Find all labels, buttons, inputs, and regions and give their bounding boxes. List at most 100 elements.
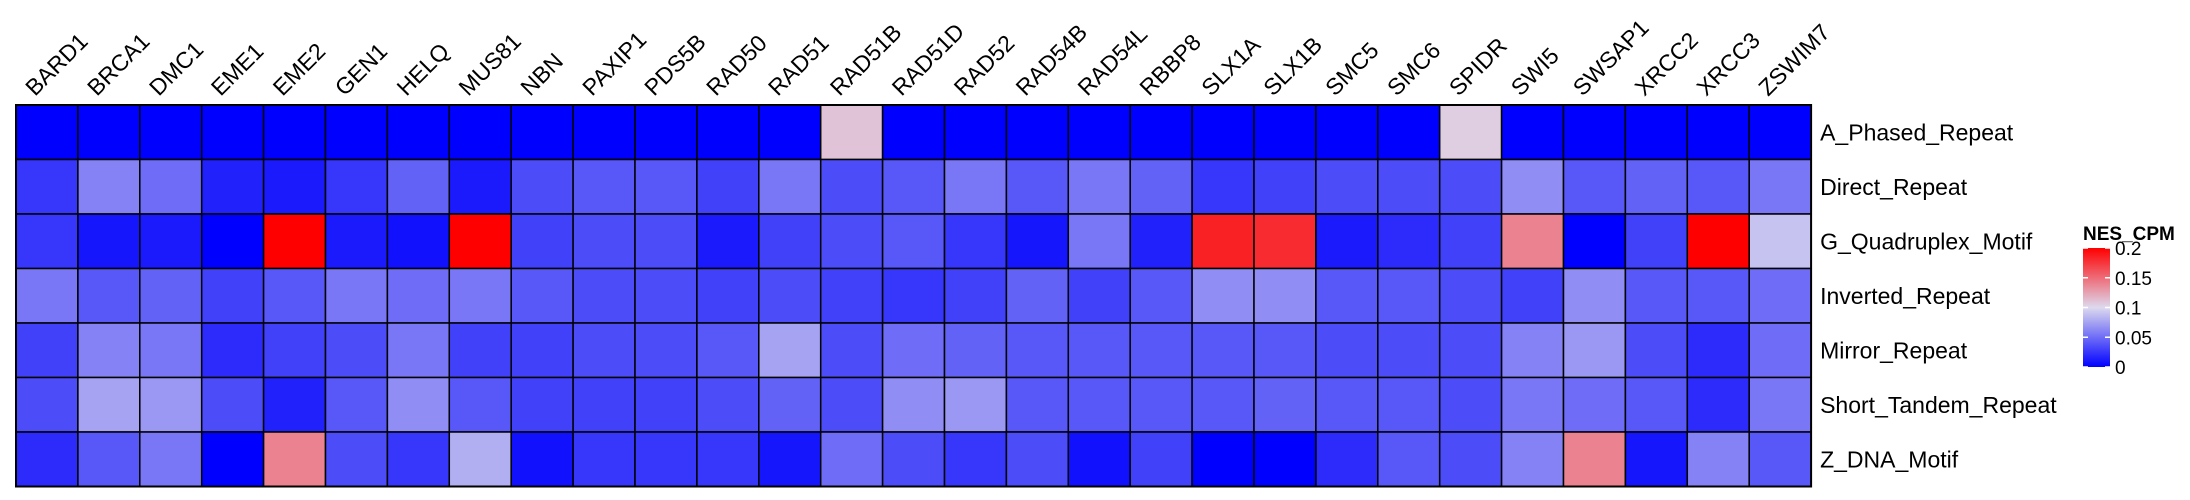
color-legend: NES_CPM 0.2 0.15 0.1 0.05 0 (2083, 224, 2175, 379)
heatmap-cell (139, 267, 203, 324)
heatmap-cell (1253, 376, 1317, 433)
heatmap-cell (1748, 267, 1812, 324)
heatmap-cell (200, 213, 265, 270)
heatmap-cell (943, 376, 1008, 433)
heatmap-cell (15, 376, 79, 433)
heatmap-cell (758, 213, 822, 270)
row-label: Mirror_Repeat (1820, 337, 1968, 363)
heatmap-cell (1067, 267, 1131, 324)
heatmap-cell (77, 158, 141, 215)
heatmap-cell (1315, 213, 1379, 270)
heatmap-cell (1129, 431, 1193, 488)
heatmap-cell (1500, 431, 1565, 488)
heatmap-cell (1067, 104, 1131, 161)
heatmap-cell (510, 267, 574, 324)
heatmap-cell (139, 213, 203, 270)
heatmap-cell (386, 376, 451, 433)
heatmap-cell (572, 158, 636, 215)
heatmap-cell (262, 376, 327, 433)
heatmap-cell (448, 376, 512, 433)
heatmap-cell (510, 158, 574, 215)
row-label: Direct_Repeat (1820, 174, 1968, 200)
heatmap-cell (1500, 158, 1565, 215)
heatmap-cell (324, 431, 389, 488)
heatmap-cell (1686, 267, 1750, 324)
heatmap-cell (819, 322, 884, 379)
heatmap-cell (943, 267, 1008, 324)
heatmap-cell (881, 267, 946, 324)
heatmap-cell (1438, 213, 1503, 270)
heatmap-cell (448, 213, 512, 270)
heatmap-cell (1438, 322, 1503, 379)
heatmap-cell (510, 431, 574, 488)
heatmap-cell (448, 431, 512, 488)
heatmap-cell (15, 158, 79, 215)
heatmap-cell (758, 104, 822, 161)
heatmap-cell (1748, 213, 1812, 270)
column-label: SMC5 (1320, 37, 1384, 101)
heatmap-cell (386, 104, 451, 161)
heatmap-cell (1253, 431, 1317, 488)
heatmap-cell (1129, 158, 1193, 215)
heatmap-cell (1624, 431, 1689, 488)
heatmap-cell (1253, 322, 1317, 379)
heatmap-cell (1315, 158, 1379, 215)
heatmap-cell (1562, 431, 1627, 488)
heatmap-cell (696, 267, 760, 324)
column-label: RAD50 (701, 30, 772, 101)
heatmap-cell (324, 376, 389, 433)
heatmap-cell (1191, 431, 1255, 488)
heatmap-cell (386, 267, 451, 324)
row-label: A_Phased_Repeat (1820, 119, 2014, 145)
heatmap-cell (139, 322, 203, 379)
heatmap-cell (943, 431, 1008, 488)
heatmap-cell (881, 213, 946, 270)
heatmap-cell (324, 322, 389, 379)
heatmap-cell (262, 322, 327, 379)
heatmap-cell (1191, 267, 1255, 324)
heatmap-cell (1315, 104, 1379, 161)
heatmap-cell (1748, 431, 1812, 488)
heatmap-cell (1438, 267, 1503, 324)
heatmap-cell (1191, 376, 1255, 433)
heatmap-cell (696, 322, 760, 379)
heatmap-cell (200, 267, 265, 324)
column-label: RAD51 (763, 30, 834, 101)
heatmap-cell (572, 213, 636, 270)
legend-title: NES_CPM (2083, 224, 2175, 245)
heatmap-cell (510, 322, 574, 379)
heatmap-cell (1377, 322, 1441, 379)
heatmap-cell (77, 322, 141, 379)
heatmap-cell (634, 267, 698, 324)
heatmap-cell (262, 267, 327, 324)
heatmap-cell (881, 158, 946, 215)
column-label: SMC6 (1382, 37, 1446, 101)
column-label: MUS81 (453, 28, 526, 101)
heatmap-cell (1686, 158, 1750, 215)
heatmap-cell (15, 104, 79, 161)
heatmap-cell (1005, 431, 1070, 488)
heatmap-cell (1562, 104, 1627, 161)
column-label: PAXIP1 (577, 26, 651, 100)
heatmap-cell (1562, 158, 1627, 215)
heatmap-cell (1624, 104, 1689, 161)
heatmap-cell (1005, 104, 1070, 161)
heatmap-cell (572, 431, 636, 488)
heatmap-cell (758, 267, 822, 324)
heatmap-cell (262, 431, 327, 488)
heatmap-cell (572, 104, 636, 161)
heatmap-cell (1748, 376, 1812, 433)
heatmap-cell (943, 104, 1008, 161)
heatmap-cell (510, 376, 574, 433)
heatmap-cell (1438, 104, 1503, 161)
heatmap-cell (1129, 213, 1193, 270)
heatmap-cell (386, 322, 451, 379)
heatmap-cell (758, 431, 822, 488)
column-label: GEN1 (330, 38, 393, 101)
heatmap-cell (1191, 104, 1255, 161)
heatmap-cell (1624, 158, 1689, 215)
heatmap-cell (1315, 431, 1379, 488)
heatmap-cell (262, 213, 327, 270)
